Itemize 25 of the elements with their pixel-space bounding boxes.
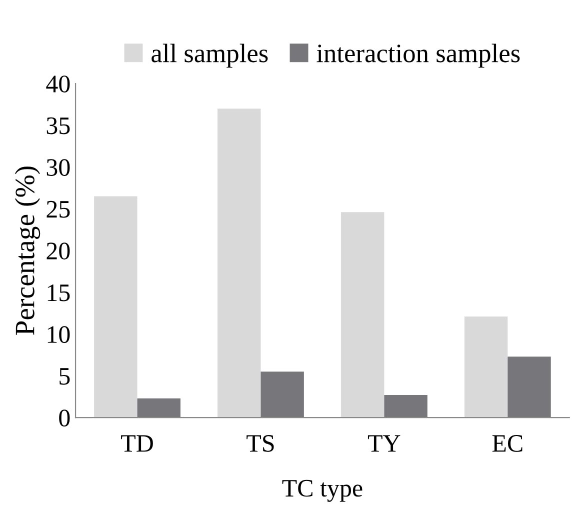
y-tick-label: 35 bbox=[46, 117, 70, 134]
bar bbox=[340, 212, 384, 418]
legend-label: interaction samples bbox=[316, 44, 520, 68]
x-tick-label: TY bbox=[368, 435, 400, 452]
bar bbox=[260, 372, 304, 418]
bar bbox=[94, 196, 138, 418]
bar bbox=[508, 356, 551, 418]
y-tick-label: 20 bbox=[46, 242, 70, 260]
x-axis-title: TC type bbox=[282, 480, 362, 502]
y-tick-label: 15 bbox=[48, 284, 70, 302]
y-tick-label: 0 bbox=[59, 410, 70, 427]
y-tick-label: 10 bbox=[48, 326, 70, 343]
bar bbox=[384, 395, 428, 418]
x-tick-label: EC bbox=[492, 435, 522, 452]
x-tick-label: TD bbox=[121, 435, 153, 452]
legend-label: all samples bbox=[152, 44, 268, 68]
y-tick-label: 40 bbox=[46, 76, 70, 92]
bar bbox=[137, 398, 180, 418]
x-tick-label: TS bbox=[246, 435, 274, 452]
y-tick-label: 5 bbox=[60, 368, 70, 385]
bar bbox=[218, 108, 261, 418]
bar bbox=[464, 316, 508, 418]
y-tick-label: 25 bbox=[46, 200, 70, 218]
y-tick-label: 30 bbox=[46, 159, 70, 176]
y-axis-title: Percentage (%) bbox=[14, 166, 40, 335]
